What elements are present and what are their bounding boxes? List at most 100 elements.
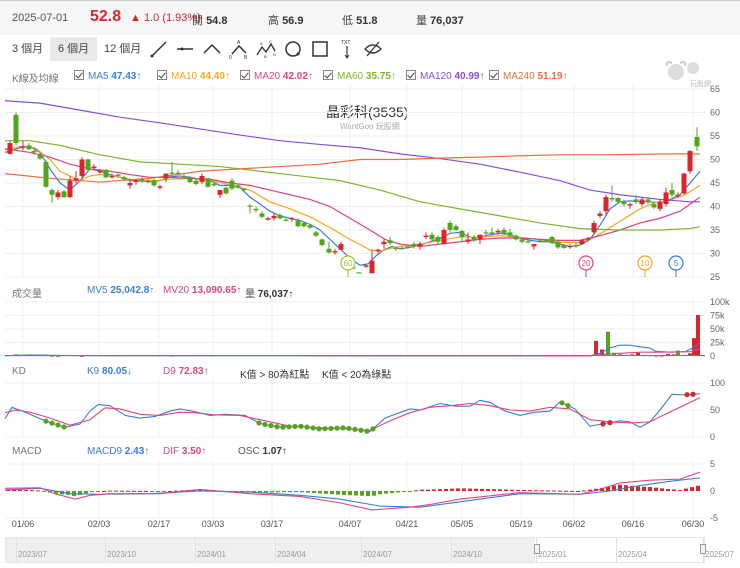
candle bbox=[597, 213, 603, 216]
y-axis-tick: 0 bbox=[710, 432, 715, 442]
osc-bar bbox=[84, 491, 88, 494]
kd-low-dot bbox=[334, 425, 340, 431]
y-axis-tick: 5 bbox=[710, 459, 715, 469]
volume-bar bbox=[56, 355, 60, 357]
checkbox-checked-icon[interactable] bbox=[323, 70, 333, 80]
osc-bar bbox=[420, 489, 424, 491]
osc-bar bbox=[450, 488, 454, 491]
range-6m-button[interactable]: 6 個月 bbox=[50, 37, 98, 61]
volume-bar bbox=[696, 314, 700, 356]
candle bbox=[459, 230, 465, 238]
ma60-toggle[interactable]: MA60 35.75↑ bbox=[323, 70, 396, 82]
toolbar: 3 個月 6 個月 12 個月 A 0 B A C B D TXT bbox=[0, 35, 740, 62]
navigator-left-handle[interactable] bbox=[534, 544, 540, 554]
ma240-toggle[interactable]: MA240 51.19↑ bbox=[489, 70, 568, 82]
candle bbox=[169, 172, 175, 174]
candle bbox=[289, 218, 295, 220]
kd-low-dot bbox=[559, 400, 565, 406]
osc-bar bbox=[372, 491, 376, 496]
hide-drawings-icon[interactable] bbox=[362, 38, 384, 60]
candle bbox=[241, 188, 247, 191]
candle bbox=[31, 151, 37, 153]
y-axis-tick: 50 bbox=[710, 405, 720, 415]
y-axis-tick: 25k bbox=[710, 338, 725, 348]
y-axis-tick: 50k bbox=[710, 324, 725, 334]
candle bbox=[585, 238, 591, 240]
candle bbox=[205, 178, 211, 187]
candle bbox=[235, 185, 241, 188]
volume-bar bbox=[606, 331, 610, 356]
osc-bar bbox=[150, 491, 154, 492]
candle bbox=[423, 235, 429, 238]
osc-bar bbox=[354, 491, 358, 496]
volume-bar bbox=[676, 350, 680, 356]
ma5-toggle[interactable]: MA5 47.43↑ bbox=[74, 70, 141, 82]
osc-bar bbox=[438, 489, 442, 491]
checkbox-checked-icon[interactable] bbox=[240, 70, 250, 80]
navigator-date-label: 2025/01 bbox=[538, 550, 567, 559]
abc-pattern-tool-icon[interactable]: A 0 B bbox=[228, 38, 250, 60]
candle bbox=[363, 265, 369, 267]
osc-bar bbox=[12, 489, 16, 491]
candle bbox=[67, 180, 73, 198]
candle bbox=[537, 240, 543, 242]
circle-tool-icon[interactable] bbox=[282, 38, 304, 60]
navigator-right-handle[interactable] bbox=[700, 544, 706, 554]
candle bbox=[127, 183, 133, 186]
osc-bar bbox=[492, 489, 496, 491]
candle bbox=[609, 198, 615, 200]
kd-high-dot bbox=[690, 391, 696, 397]
ma20-toggle[interactable]: MA20 42.02↑ bbox=[240, 70, 313, 82]
svg-text:0: 0 bbox=[229, 55, 232, 60]
osc-bar bbox=[432, 489, 436, 491]
candle bbox=[417, 244, 423, 247]
candle bbox=[561, 245, 567, 248]
svg-text:5: 5 bbox=[674, 259, 679, 268]
abcd-pattern-tool-icon[interactable]: A C B D bbox=[255, 38, 277, 60]
checkbox-checked-icon[interactable] bbox=[157, 70, 167, 80]
rectangle-tool-icon[interactable] bbox=[309, 38, 331, 60]
ma10-toggle[interactable]: MA10 44.40↑ bbox=[157, 70, 230, 82]
text-tool-icon[interactable]: TXT bbox=[336, 38, 358, 60]
candle bbox=[307, 225, 313, 228]
osc-bar bbox=[390, 491, 394, 494]
osc-bar bbox=[414, 490, 418, 492]
osc-bar bbox=[552, 490, 556, 492]
candle bbox=[639, 199, 645, 205]
checkbox-checked-icon[interactable] bbox=[74, 70, 84, 80]
candle bbox=[573, 245, 579, 247]
range-navigator[interactable]: 2023/07 2023/10 2024/01 2024/04 2024/07 2024/… bbox=[5, 537, 734, 563]
osc-bar bbox=[348, 491, 352, 496]
checkbox-checked-icon[interactable] bbox=[489, 70, 499, 80]
kd-low-dot bbox=[565, 403, 571, 409]
quote-volume: 量 76,037 bbox=[416, 15, 464, 27]
y-axis-tick: 25 bbox=[710, 272, 720, 282]
horizontal-line-tool-icon[interactable] bbox=[174, 38, 196, 60]
osc-bar bbox=[162, 491, 166, 492]
checkbox-checked-icon[interactable] bbox=[406, 70, 416, 80]
range-3m-button[interactable]: 3 個月 bbox=[12, 43, 44, 55]
k9-value: K9 80.05↓ bbox=[87, 366, 133, 377]
navigator-date-label: 2025/04 bbox=[618, 550, 647, 559]
svg-text:20: 20 bbox=[582, 259, 591, 268]
osc-bar bbox=[540, 490, 544, 492]
ma120-toggle[interactable]: MA120 40.99↑ bbox=[406, 70, 485, 82]
line-tool-icon[interactable] bbox=[148, 38, 170, 60]
candle bbox=[489, 232, 495, 234]
candle bbox=[97, 171, 103, 173]
range-12m-button[interactable]: 12 個月 bbox=[104, 43, 142, 55]
candle bbox=[441, 230, 447, 245]
kd-low-dot bbox=[256, 420, 262, 426]
kd-low-dot bbox=[262, 421, 268, 428]
osc-bar bbox=[366, 491, 370, 497]
osc-bar bbox=[600, 487, 604, 491]
macd-legend: MACD MACD9 2.43↑ DIF 3.50↑ OSC 1.07↑ bbox=[12, 446, 287, 457]
candle bbox=[555, 241, 561, 248]
x-axis-label: 02/17 bbox=[147, 519, 171, 529]
osc-bar bbox=[468, 488, 472, 491]
angle-tool-icon[interactable] bbox=[201, 38, 223, 60]
kd-low-dot bbox=[43, 418, 49, 424]
quote-date: 2025-07-01 bbox=[12, 12, 69, 24]
candle bbox=[319, 239, 325, 246]
